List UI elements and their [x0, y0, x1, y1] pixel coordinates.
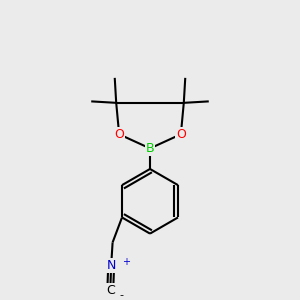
- Text: N: N: [106, 260, 116, 272]
- Text: O: O: [114, 128, 124, 141]
- Text: O: O: [176, 128, 186, 141]
- Text: -: -: [119, 290, 123, 300]
- Text: C: C: [106, 284, 115, 297]
- Text: B: B: [146, 142, 154, 155]
- Text: +: +: [122, 257, 130, 267]
